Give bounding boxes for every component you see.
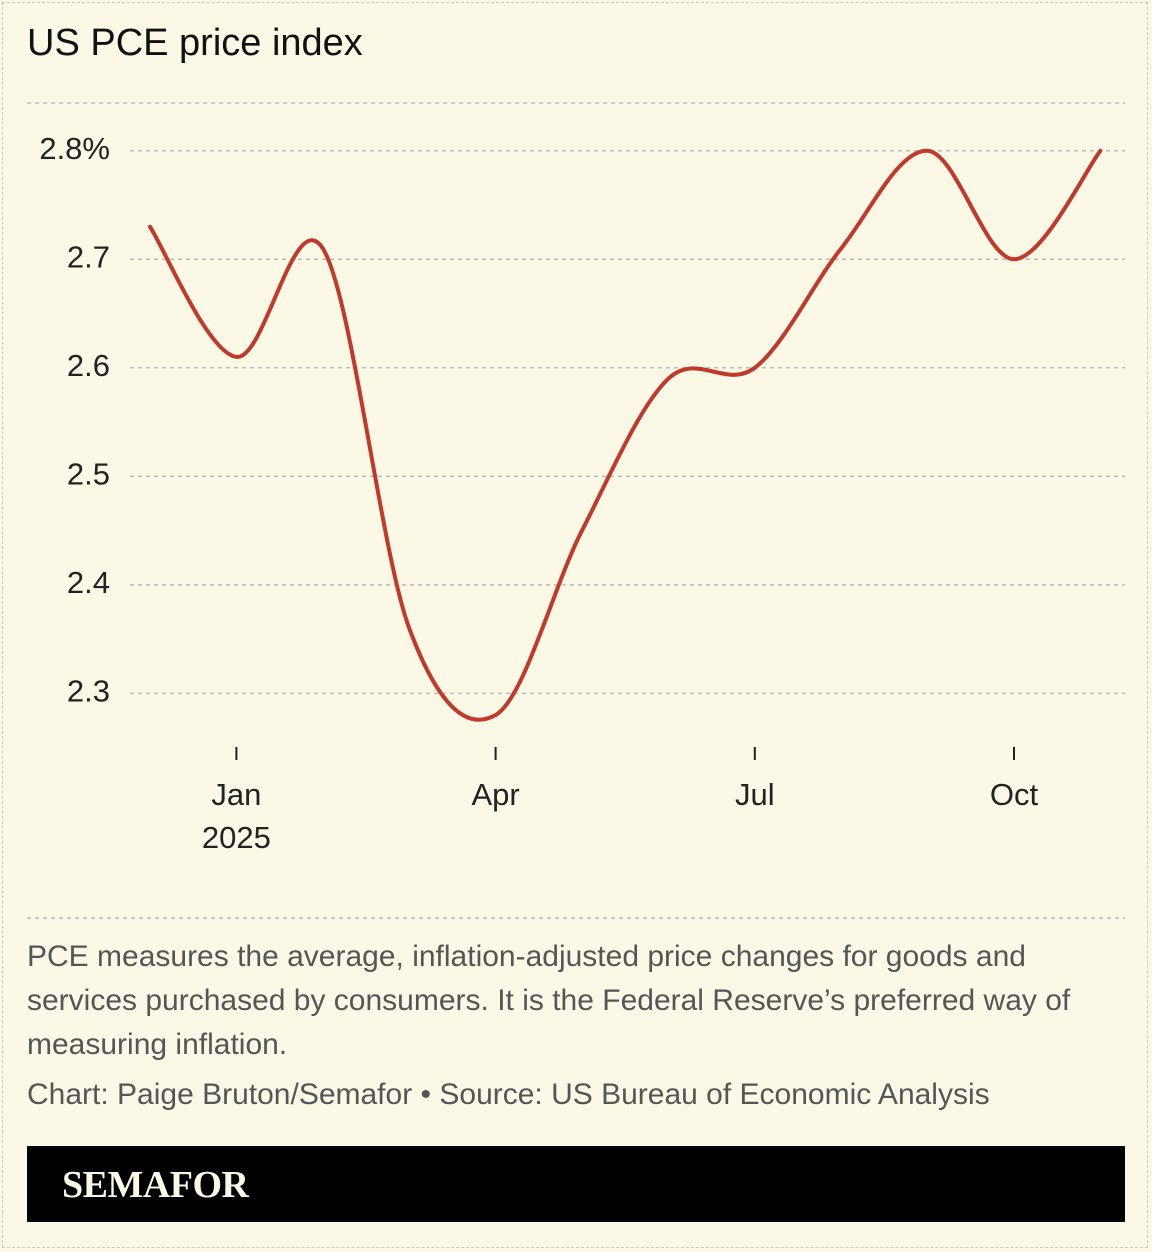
y-tick-label: 2.4: [67, 565, 110, 600]
x-tick-label: Oct: [990, 777, 1039, 812]
x-tick-label: Apr: [471, 777, 519, 812]
x-year-label: 2025: [202, 820, 271, 855]
y-tick-label: 2.3: [67, 674, 110, 709]
note: PCE measures the average, inflation-adju…: [27, 940, 1071, 1061]
x-tick-label: Jul: [735, 777, 775, 812]
y-tick-label: 2.8%: [39, 131, 110, 166]
logo-bar: SEMAFOR: [27, 1146, 1125, 1222]
chart-title: US PCE price index: [27, 22, 363, 64]
logo: SEMAFOR: [62, 1164, 249, 1206]
y-tick-label: 2.5: [67, 456, 110, 491]
x-tick-label: Jan: [211, 777, 261, 812]
y-tick-label: 2.6: [67, 348, 110, 383]
data-line: [148, 148, 1103, 722]
credit: Chart: Paige Bruton/Semafor • Source: US…: [27, 1078, 990, 1111]
y-tick-label: 2.7: [67, 239, 110, 274]
